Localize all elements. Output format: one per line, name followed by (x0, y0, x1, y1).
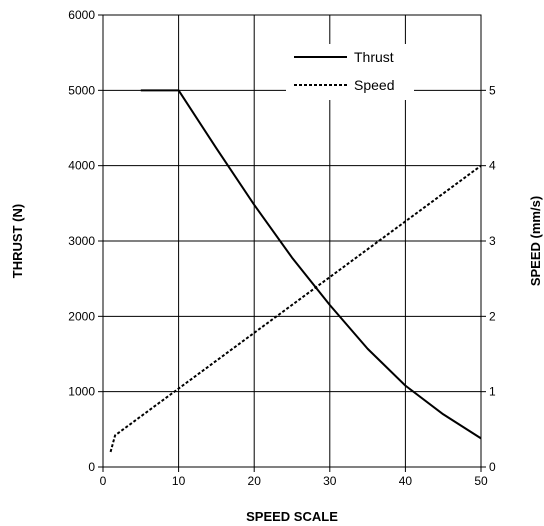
y2-axis-title: SPEED (mm/s) (528, 196, 543, 286)
y2-tick-label: 5 (489, 83, 496, 97)
series-line-thrust (140, 89, 482, 440)
x-tick-label: 40 (399, 474, 413, 488)
legend: Thrust Speed (286, 44, 414, 100)
legend-label-thrust: Thrust (354, 49, 394, 65)
series-layer (109, 89, 482, 453)
y-tick-label: 6000 (68, 8, 95, 22)
y2-tick-label: 2 (489, 309, 496, 323)
legend-background (286, 44, 414, 100)
series-line-speed (109, 164, 482, 453)
y-tick-label: 3000 (68, 234, 95, 248)
x-axis-title: SPEED SCALE (246, 509, 338, 524)
y2-tick-label: 3 (489, 234, 496, 248)
x-tick-label: 20 (248, 474, 262, 488)
y-tick-label: 5000 (68, 83, 95, 97)
x-tick-label: 10 (172, 474, 186, 488)
x-tick-label: 50 (474, 474, 488, 488)
y2-tick-label: 1 (489, 385, 496, 399)
x-tick-label: 0 (100, 474, 107, 488)
tick-marks (98, 14, 486, 472)
y-tick-label: 4000 (68, 159, 95, 173)
y-tick-label: 2000 (68, 309, 95, 323)
y-tick-label: 0 (88, 460, 95, 474)
y-tick-label: 1000 (68, 385, 95, 399)
y2-tick-label: 0 (489, 460, 496, 474)
y-axis-title: THRUST (N) (10, 204, 25, 278)
x-tick-label: 30 (323, 474, 337, 488)
y2-tick-label: 4 (489, 159, 496, 173)
legend-label-speed: Speed (354, 77, 394, 93)
tick-labels: 0 10 20 30 40 5001000200030004000500060000123… (68, 8, 496, 488)
